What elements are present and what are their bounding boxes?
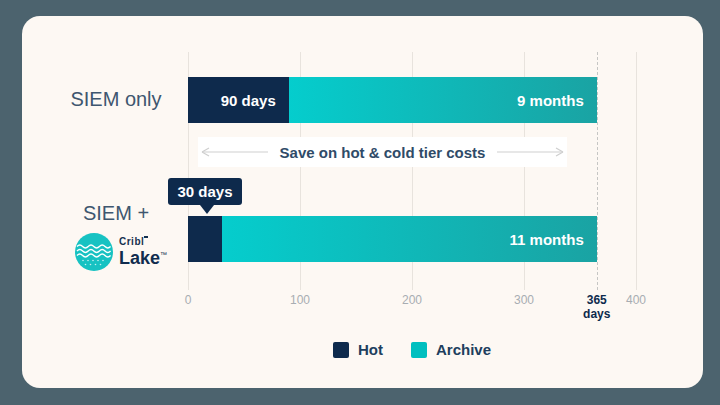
legend-item-hot: Hot	[333, 341, 383, 358]
siem-only-archive-segment: 9 months	[289, 77, 597, 123]
savings-banner-text: Save on hot & cold tier costs	[280, 144, 486, 161]
cribl-lake-mark-icon	[75, 233, 113, 271]
siem-only-hot-segment: 90 days	[188, 77, 289, 123]
hot-swatch-icon	[333, 342, 349, 358]
siem-only-hot-label: 90 days	[221, 92, 289, 109]
legend: Hot Archive	[188, 341, 636, 358]
cribl-lake-logo: Cribl Lake™	[75, 233, 167, 271]
trademark-symbol: ™	[160, 251, 167, 258]
archive-swatch-icon	[411, 342, 427, 358]
tick-label-300: 300	[514, 293, 534, 307]
siem-plus-hot-segment	[188, 216, 222, 262]
siem-plus-archive-label: 11 months	[510, 231, 597, 248]
page: { "brand": { "top": "Cribl", "bottom": "…	[0, 0, 720, 405]
legend-hot-label: Hot	[358, 341, 383, 358]
siem-only-archive-label: 9 months	[517, 92, 597, 109]
gridline-365	[597, 52, 598, 290]
tick-label-200: 200	[402, 293, 422, 307]
brand-top-text: Cribl	[119, 237, 144, 247]
axis-unit-label: days	[583, 307, 610, 321]
row-label-siem-plus: SIEM +	[46, 202, 186, 225]
gridline-400	[636, 52, 637, 290]
brand-bottom-text: Lake	[119, 248, 160, 268]
legend-item-archive: Archive	[411, 341, 491, 358]
tick-label-100: 100	[290, 293, 310, 307]
cribl-flag-mark	[144, 236, 148, 238]
chart-card: 0 100 200 300 365days 400 SIEM only 90 days 9…	[22, 16, 703, 388]
tick-label-365: 365days	[583, 293, 610, 321]
tick-label-0: 0	[185, 293, 192, 307]
right-arrow-icon	[497, 147, 572, 157]
siem-plus-archive-segment: 11 months	[222, 216, 597, 262]
hot-30-days-callout: 30 days	[168, 178, 242, 205]
row-label-siem-only: SIEM only	[46, 88, 186, 111]
legend-archive-label: Archive	[436, 341, 491, 358]
bar-siem-plus-lake: 11 months	[188, 216, 597, 262]
hot-30-days-callout-label: 30 days	[177, 183, 232, 200]
bar-siem-only: 90 days 9 months	[188, 77, 597, 123]
left-arrow-icon	[193, 147, 268, 157]
cribl-lake-wordmark: Cribl Lake™	[119, 237, 167, 267]
tick-label-400: 400	[626, 293, 646, 307]
savings-banner: Save on hot & cold tier costs	[198, 137, 567, 167]
